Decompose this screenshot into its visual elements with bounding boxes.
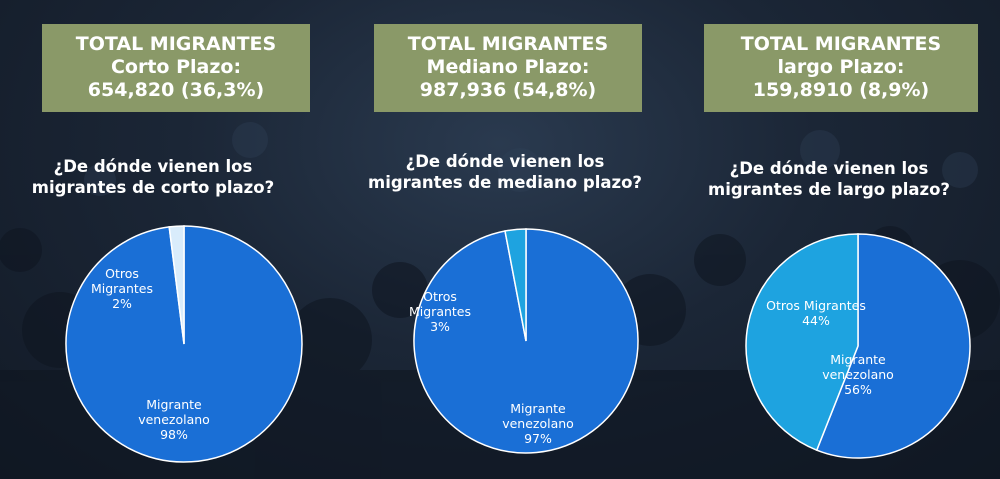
total-box-mediano: TOTAL MIGRANTES Mediano Plazo: 987,936 (…	[374, 24, 642, 112]
pie-slice-otros-migrantes	[745, 233, 859, 452]
pie-label-migrante-venezolano: Migrante venezolano 56%	[822, 352, 894, 397]
pie-chart-largo: Migrante venezolano 56% Otros Migrantes 44%	[745, 233, 971, 459]
total-subtitle: Mediano Plazo:	[426, 56, 590, 78]
pie-chart-mediano: Migrante venezolano 97% Otros Migrantes 3%	[409, 228, 639, 454]
pie-chart-corto: Migrante venezolano 98% Otros Migrantes 2%	[65, 225, 303, 463]
question-line-1: ¿De dónde vienen los	[53, 157, 253, 176]
total-value: 159,8910 (8,9%)	[752, 79, 930, 101]
panel-corto-plazo: TOTAL MIGRANTES Corto Plazo: 654,820 (36…	[8, 0, 338, 479]
pie-label-otros-migrantes: Otros Migrantes 3%	[409, 289, 471, 334]
total-box-largo: TOTAL MIGRANTES largo Plazo: 159,8910 (8…	[704, 24, 978, 112]
pie-slice-otros-migrantes	[168, 225, 185, 345]
pie-label-migrante-venezolano: Migrante venezolano 97%	[502, 401, 574, 446]
panel-mediano-plazo: TOTAL MIGRANTES Mediano Plazo: 987,936 (…	[340, 0, 670, 479]
total-title: TOTAL MIGRANTES	[75, 33, 277, 55]
question-line-2: migrantes de mediano plazo?	[368, 173, 642, 192]
question-line-1: ¿De dónde vienen los	[405, 152, 605, 171]
question-line-1: ¿De dónde vienen los	[729, 159, 929, 178]
question-line-2: migrantes de corto plazo?	[31, 178, 275, 197]
total-value: 654,820 (36,3%)	[87, 79, 265, 101]
pie-label-migrante-venezolano: Migrante venezolano 98%	[138, 397, 210, 442]
total-subtitle: Corto Plazo:	[110, 56, 242, 78]
pie-label-otros-migrantes: Otros Migrantes 2%	[91, 266, 153, 311]
question-corto: ¿De dónde vienen los migrantes de corto …	[0, 156, 318, 198]
pie-slice-migrante-venezolano	[815, 233, 971, 459]
total-box-corto: TOTAL MIGRANTES Corto Plazo: 654,820 (36…	[42, 24, 310, 112]
pie-slice-otros-migrantes	[504, 228, 527, 342]
total-value: 987,936 (54,8%)	[419, 79, 597, 101]
question-line-2: migrantes de largo plazo?	[708, 180, 950, 199]
question-largo: ¿De dónde vienen los migrantes de largo …	[664, 158, 994, 200]
total-subtitle: largo Plazo:	[777, 56, 905, 78]
total-title: TOTAL MIGRANTES	[407, 33, 609, 55]
question-mediano: ¿De dónde vienen los migrantes de median…	[340, 151, 670, 193]
panel-largo-plazo: TOTAL MIGRANTES largo Plazo: 159,8910 (8…	[670, 0, 1000, 479]
total-title: TOTAL MIGRANTES	[740, 33, 942, 55]
pie-label-otros-migrantes: Otros Migrantes 44%	[766, 298, 866, 328]
